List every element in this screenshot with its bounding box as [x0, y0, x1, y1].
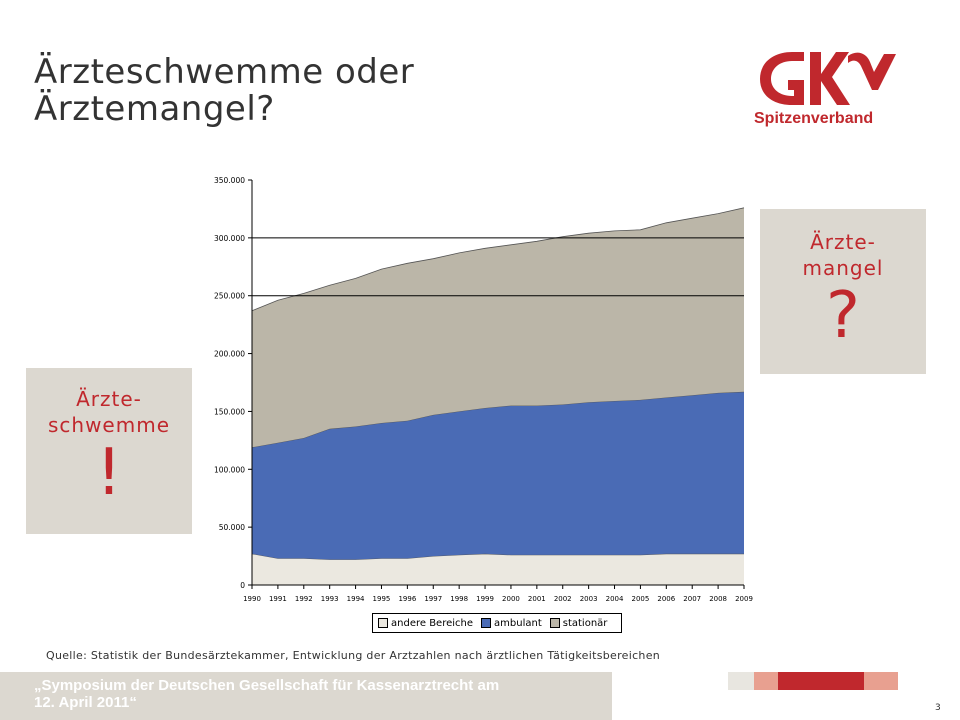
x-tick-label: 1993 — [321, 595, 339, 603]
logo-letter-k — [810, 52, 850, 105]
x-tick-label: 1996 — [398, 595, 416, 603]
legend-swatch — [549, 618, 560, 628]
exclamation-mark: ! — [96, 436, 122, 510]
y-tick-label: 100.000 — [214, 465, 245, 474]
question-mark: ? — [826, 279, 860, 353]
callout-line-1: Ärzte- — [810, 230, 876, 254]
x-tick-label: 2002 — [554, 595, 572, 603]
footer-decor-block — [728, 672, 754, 690]
callout-aerztemangel: Ärzte- mangel ? — [760, 209, 926, 374]
y-tick-label: 0 — [240, 581, 245, 590]
gkv-logo — [760, 52, 896, 105]
footer-decor-block — [864, 672, 898, 690]
area-series-1 — [252, 391, 744, 560]
logo-subtitle: Spitzenverband — [754, 110, 874, 127]
footer-decor-block — [778, 672, 864, 690]
x-tick-label: 1995 — [373, 595, 391, 603]
logo-letter-v — [848, 52, 896, 90]
x-tick-label: 2007 — [683, 595, 701, 603]
title-line-1: Ärzteschwemme oder — [34, 52, 415, 92]
x-tick-label: 2000 — [502, 595, 520, 603]
title-line-2: Ärztemangel? — [34, 89, 275, 129]
page-number: 3 — [935, 703, 941, 713]
x-tick-label: 2004 — [606, 595, 624, 603]
x-tick-label: 2006 — [657, 595, 675, 603]
y-tick-label: 200.000 — [214, 350, 245, 359]
legend-item-stationaer: stationär — [549, 617, 608, 629]
legend-swatch — [378, 618, 388, 628]
x-tick-label: 2001 — [528, 595, 546, 603]
callout-line-2: schwemme — [47, 413, 171, 437]
callout-line-2: mangel — [802, 256, 884, 280]
legend-swatch — [481, 618, 492, 628]
slide-title: Ärzteschwemme oder Ärztemangel? — [34, 54, 594, 128]
footer-line-1: „Symposium der Deutschen Gesellschaft fü… — [34, 677, 500, 694]
legend-item-andere: andere Bereiche — [378, 618, 473, 629]
area-series-2 — [252, 207, 744, 448]
logo-letter-g — [760, 52, 804, 105]
x-tick-label: 1997 — [424, 595, 442, 603]
x-tick-label: 1994 — [347, 595, 365, 603]
x-tick-label: 1992 — [295, 595, 313, 603]
chart-legend: andere Bereiche ambulant stationär — [372, 613, 622, 633]
legend-label: stationär — [562, 617, 608, 629]
x-tick-label: 2009 — [735, 595, 753, 603]
x-tick-label: 2003 — [580, 595, 598, 603]
y-tick-label: 350.000 — [214, 176, 245, 185]
y-tick-label: 250.000 — [214, 292, 245, 301]
x-tick-label: 2005 — [632, 595, 650, 603]
x-tick-label: 1998 — [450, 595, 468, 603]
x-tick-label: 1990 — [243, 595, 261, 603]
footer-line-2: 12. April 2011“ — [34, 694, 137, 711]
area-series-edge-2 — [251, 207, 745, 312]
legend-label: ambulant — [494, 617, 542, 629]
source-note: Quelle: Statistik der Bundesärztekammer,… — [46, 649, 661, 662]
y-tick-label: 50.000 — [219, 523, 245, 532]
footer-text: „Symposium der Deutschen Gesellschaft fü… — [34, 677, 594, 711]
legend-item-ambulant: ambulant — [481, 618, 542, 629]
footer-decor-block — [754, 672, 778, 690]
physician-area-chart: 0 50.000 100.000 150.000 200.000 250.000 300.0… — [214, 176, 753, 603]
callout-text: Ärzte- schwemme — [26, 368, 192, 438]
legend-label: andere Bereiche — [391, 617, 474, 629]
callout-aerzteschwemme: Ärzte- schwemme ! — [26, 368, 192, 534]
callout-line-1: Ärzte- — [76, 387, 142, 411]
x-tick-label: 1991 — [269, 595, 287, 603]
callout-text: Ärzte- mangel — [760, 209, 926, 281]
x-tick-label: 2008 — [709, 595, 727, 603]
y-tick-label: 150.000 — [214, 407, 245, 416]
x-tick-label: 1999 — [476, 595, 494, 603]
footer-band — [0, 672, 612, 720]
y-tick-label: 300.000 — [214, 234, 245, 243]
area-series-0 — [252, 553, 744, 585]
